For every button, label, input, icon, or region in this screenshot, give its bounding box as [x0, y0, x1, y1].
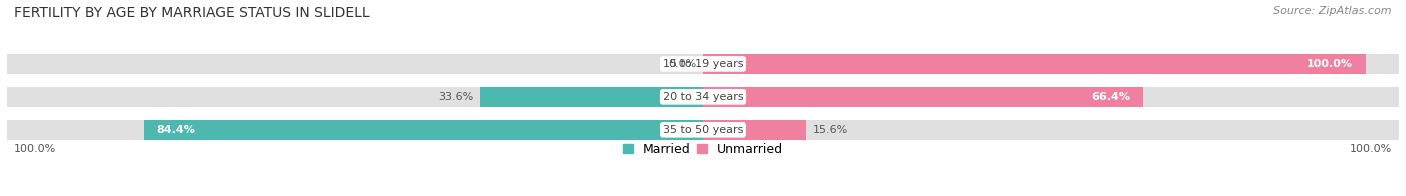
- Bar: [7, 120, 1399, 140]
- Text: 33.6%: 33.6%: [439, 92, 474, 102]
- Text: Source: ZipAtlas.com: Source: ZipAtlas.com: [1274, 6, 1392, 16]
- Text: 15 to 19 years: 15 to 19 years: [662, 59, 744, 69]
- Bar: [143, 120, 703, 140]
- Text: 20 to 34 years: 20 to 34 years: [662, 92, 744, 102]
- Text: 35 to 50 years: 35 to 50 years: [662, 125, 744, 135]
- Legend: Married, Unmarried: Married, Unmarried: [623, 143, 783, 156]
- Text: FERTILITY BY AGE BY MARRIAGE STATUS IN SLIDELL: FERTILITY BY AGE BY MARRIAGE STATUS IN S…: [14, 6, 370, 20]
- Text: 100.0%: 100.0%: [1350, 144, 1392, 154]
- Text: 84.4%: 84.4%: [157, 125, 195, 135]
- Bar: [7, 87, 1399, 107]
- Text: 66.4%: 66.4%: [1091, 92, 1130, 102]
- Text: 100.0%: 100.0%: [1306, 59, 1353, 69]
- Bar: [703, 87, 1143, 107]
- Text: 15.6%: 15.6%: [813, 125, 848, 135]
- Bar: [481, 87, 703, 107]
- Bar: [7, 54, 1399, 74]
- Text: 0.0%: 0.0%: [668, 59, 696, 69]
- Bar: [703, 54, 1365, 74]
- Text: 100.0%: 100.0%: [14, 144, 56, 154]
- Bar: [703, 120, 807, 140]
